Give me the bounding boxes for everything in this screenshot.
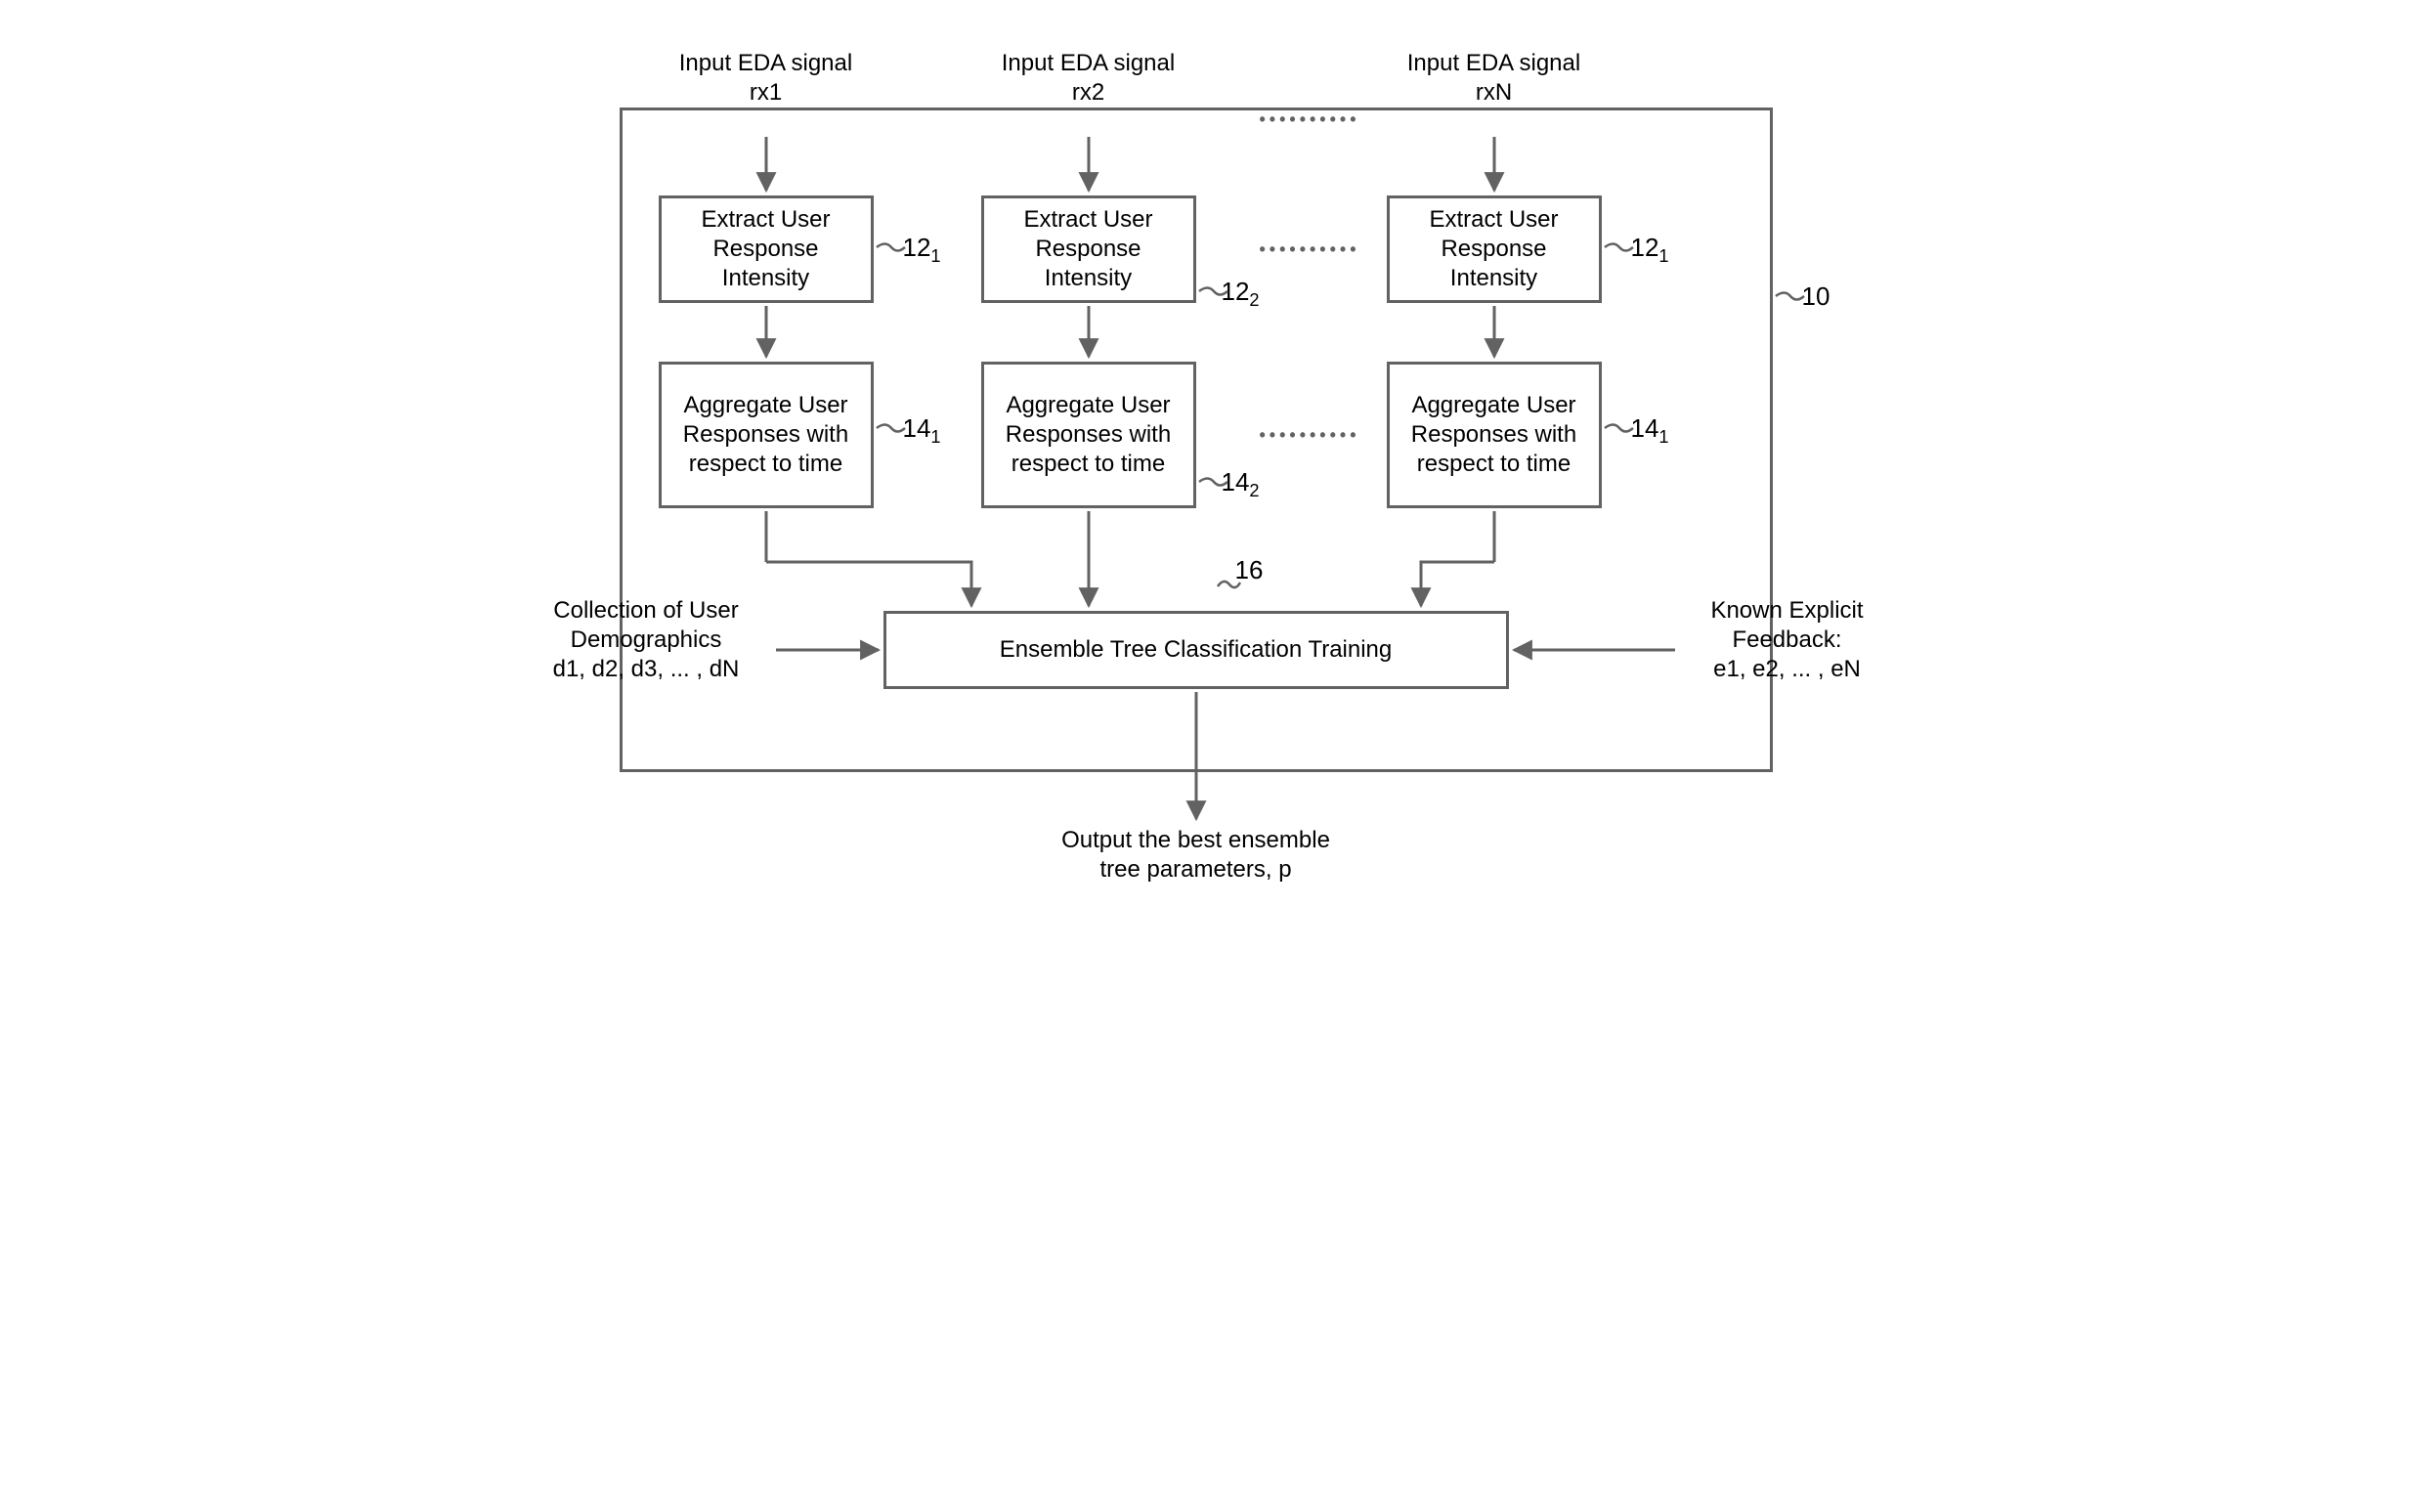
output-label: Output the best ensemble tree parameters… <box>1020 826 1372 885</box>
ref-12-1b: 121 <box>1631 235 1669 265</box>
ref-16: 16 <box>1235 557 1264 583</box>
ref-14-1a: 141 <box>903 415 941 446</box>
diagram-canvas: Input EDA signal rx1 Extract User Respon… <box>522 39 1890 899</box>
ellipsis-dots-mid: •••••••••• <box>1260 239 1360 260</box>
extract-box-1: Extract User Response Intensity <box>659 195 874 303</box>
ref-10: 10 <box>1802 283 1830 309</box>
input-label-n: Input EDA signal rxN <box>1387 49 1602 108</box>
aggregate-box-n: Aggregate User Responses with respect to… <box>1387 362 1602 508</box>
ellipsis-dots-top: •••••••••• <box>1260 109 1360 130</box>
feedback-input-label: Known Explicit Feedback: e1, e2, ... , e… <box>1685 596 1890 684</box>
aggregate-box-1: Aggregate User Responses with respect to… <box>659 362 874 508</box>
ref-12-1a: 121 <box>903 235 941 265</box>
ensemble-box: Ensemble Tree Classification Training <box>883 611 1509 689</box>
ref-14-1b: 141 <box>1631 415 1669 446</box>
extract-box-n: Extract User Response Intensity <box>1387 195 1602 303</box>
ref-14-2: 142 <box>1222 469 1260 499</box>
ref-12-2: 122 <box>1222 279 1260 309</box>
input-label-1: Input EDA signal rx1 <box>659 49 874 108</box>
demographics-input-label: Collection of User Demographics d1, d2, … <box>522 596 771 684</box>
aggregate-box-2: Aggregate User Responses with respect to… <box>981 362 1196 508</box>
input-label-2: Input EDA signal rx2 <box>981 49 1196 108</box>
ellipsis-dots-low: •••••••••• <box>1260 425 1360 446</box>
extract-box-2: Extract User Response Intensity <box>981 195 1196 303</box>
